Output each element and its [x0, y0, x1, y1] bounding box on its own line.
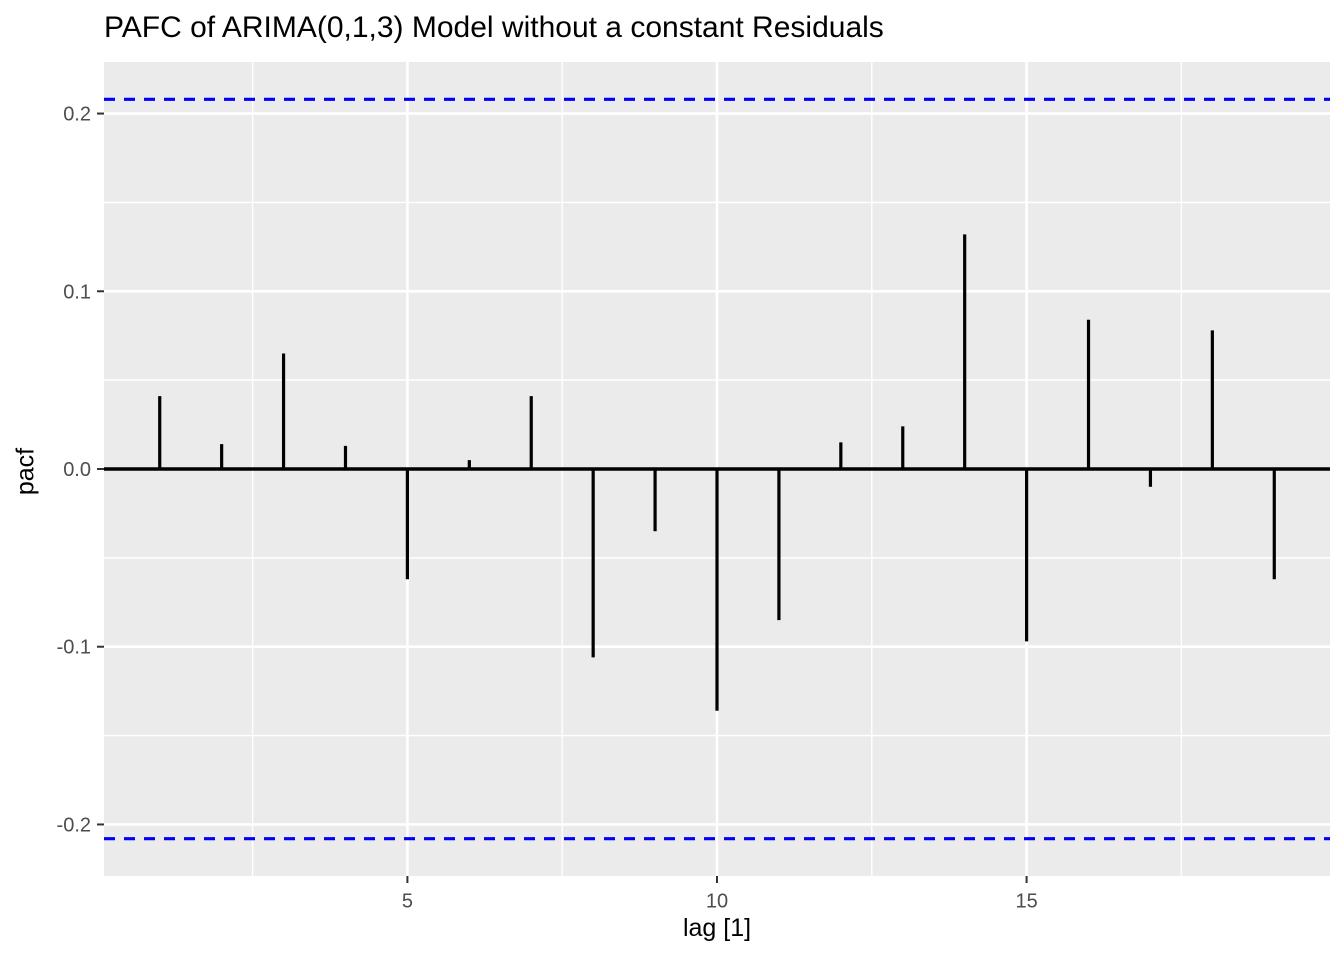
y-tick-label: 0.2 — [63, 104, 91, 126]
x-tick-label: 5 — [402, 890, 413, 912]
y-tick-label: 0.1 — [63, 281, 91, 303]
x-tick-label: 15 — [1015, 890, 1037, 912]
y-tick-label: -0.1 — [57, 637, 91, 659]
y-tick-label: -0.2 — [57, 814, 91, 836]
y-axis-title: pacf — [11, 447, 40, 496]
x-tick-label: 10 — [706, 890, 728, 912]
x-axis-title: lag [1] — [682, 914, 752, 942]
chart-title: PAFC of ARIMA(0,1,3) Model without a con… — [104, 11, 884, 44]
y-tick-label: 0.0 — [63, 459, 91, 481]
